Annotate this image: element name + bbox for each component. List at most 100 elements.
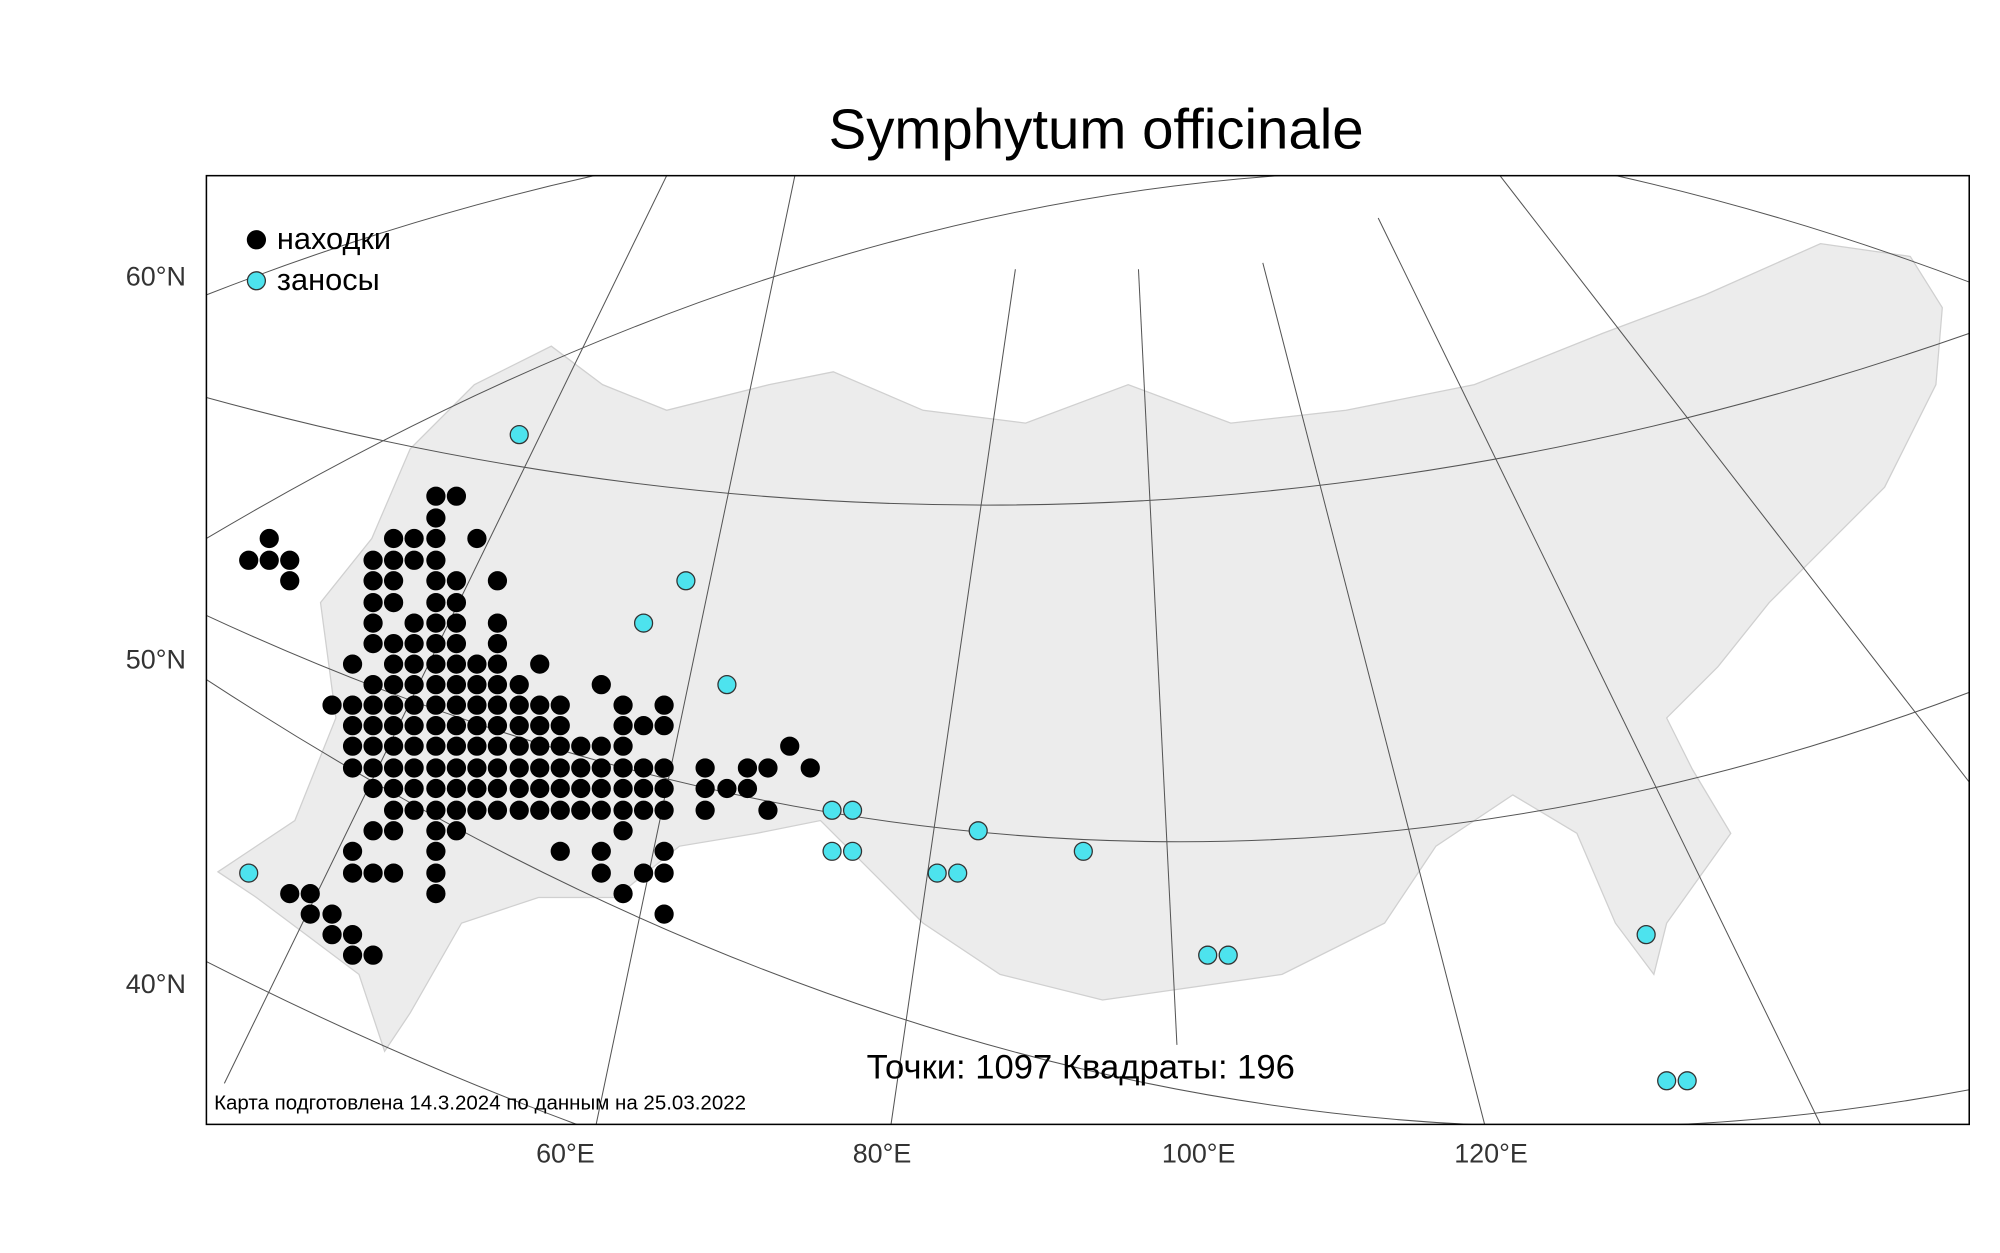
occurrence-point bbox=[487, 778, 508, 799]
occurrence-point bbox=[342, 736, 363, 756]
occurrence-point bbox=[758, 758, 778, 778]
occurrence-point bbox=[342, 945, 363, 965]
occurrence-point bbox=[363, 675, 383, 695]
occurrence-point bbox=[550, 716, 570, 736]
occurrence-point bbox=[280, 884, 300, 904]
occurrence-point bbox=[530, 778, 550, 799]
occurrence-point bbox=[530, 758, 550, 778]
meridian bbox=[1377, 217, 1821, 1125]
occurrence-point bbox=[363, 821, 383, 841]
occurrence-point bbox=[426, 800, 446, 820]
legend-swatch bbox=[246, 230, 267, 250]
occurrence-point bbox=[404, 778, 424, 799]
lon-label: 100°E bbox=[1162, 1138, 1236, 1168]
occurrence-point bbox=[322, 695, 342, 715]
occurrence-point bbox=[342, 716, 363, 736]
occurrence-point bbox=[571, 800, 591, 820]
occurrence-point bbox=[383, 528, 404, 549]
occurrence-point bbox=[467, 800, 487, 820]
occurrence-point bbox=[446, 592, 467, 613]
occurrence-point bbox=[550, 758, 570, 778]
occurrence-point bbox=[530, 800, 550, 820]
occurrence-point bbox=[654, 778, 674, 799]
occurrence-point bbox=[426, 841, 446, 861]
occurrence-point bbox=[467, 675, 487, 695]
occurrence-point bbox=[383, 634, 404, 654]
occurrence-point bbox=[654, 904, 674, 924]
occurrence-point bbox=[571, 758, 591, 778]
occurrence-point bbox=[948, 863, 968, 883]
occurrence-point bbox=[1657, 1071, 1677, 1091]
occurrence-point bbox=[654, 716, 674, 736]
occurrence-point bbox=[426, 613, 446, 633]
meridian bbox=[1262, 262, 1486, 1125]
occurrence-point bbox=[446, 695, 467, 715]
occurrence-point bbox=[426, 528, 446, 549]
occurrence-point bbox=[426, 695, 446, 715]
occurrence-point bbox=[571, 778, 591, 799]
lat-label: 50°N bbox=[126, 645, 186, 675]
occurrence-point bbox=[404, 675, 424, 695]
meridian bbox=[595, 175, 796, 1125]
occurrence-point bbox=[404, 716, 424, 736]
meridian bbox=[1499, 175, 1970, 783]
occurrence-point bbox=[426, 592, 446, 613]
occurrence-point bbox=[550, 695, 570, 715]
occurrence-point bbox=[404, 634, 424, 654]
occurrence-point bbox=[717, 675, 737, 695]
occurrence-point bbox=[363, 945, 383, 965]
occurrence-point bbox=[550, 778, 570, 799]
occurrence-point bbox=[446, 800, 467, 820]
occurrence-point bbox=[780, 736, 800, 756]
occurrence-point bbox=[509, 758, 529, 778]
occurrence-point bbox=[613, 736, 633, 756]
occurrence-point bbox=[591, 800, 611, 820]
occurrence-point bbox=[487, 654, 508, 674]
legend-swatch bbox=[246, 271, 267, 291]
legend-label: заносы bbox=[277, 262, 380, 297]
occurrence-point bbox=[404, 613, 424, 633]
occurrence-point bbox=[363, 716, 383, 736]
lon-label: 60°E bbox=[536, 1138, 595, 1168]
lat-label: 40°N bbox=[126, 969, 186, 999]
occurrence-point bbox=[383, 863, 404, 883]
occurrence-point bbox=[509, 695, 529, 715]
occurrence-point bbox=[654, 841, 674, 861]
occurrence-point bbox=[550, 736, 570, 756]
meridian bbox=[890, 269, 1016, 1125]
occurrence-point bbox=[383, 758, 404, 778]
occurrence-point bbox=[842, 841, 863, 861]
occurrence-point bbox=[426, 863, 446, 883]
occurrence-point bbox=[487, 800, 508, 820]
occurrence-point bbox=[467, 695, 487, 715]
occurrence-point bbox=[426, 508, 446, 528]
occurrence-point bbox=[404, 654, 424, 674]
occurrence-point bbox=[487, 736, 508, 756]
occurrence-point bbox=[591, 863, 611, 883]
occurrence-point bbox=[509, 675, 529, 695]
occurrence-point bbox=[633, 863, 654, 883]
occurrence-point bbox=[591, 778, 611, 799]
occurrence-point bbox=[383, 695, 404, 715]
occurrence-point bbox=[446, 758, 467, 778]
occurrence-point bbox=[695, 758, 715, 778]
occurrence-point bbox=[654, 863, 674, 883]
land bbox=[216, 242, 1943, 1053]
occurrence-point bbox=[613, 695, 633, 715]
occurrence-point bbox=[530, 716, 550, 736]
occurrence-point bbox=[426, 550, 446, 570]
occurrence-point bbox=[446, 778, 467, 799]
occurrence-point bbox=[530, 695, 550, 715]
occurrence-point bbox=[280, 550, 300, 570]
occurrence-point bbox=[927, 863, 947, 883]
occurrence-point bbox=[446, 716, 467, 736]
occurrence-point bbox=[342, 863, 363, 883]
occurrence-point bbox=[322, 925, 342, 945]
occurrence-point bbox=[613, 716, 633, 736]
occurrence-point bbox=[633, 778, 654, 799]
lon-label: 80°E bbox=[853, 1138, 912, 1168]
occurrence-point bbox=[404, 550, 424, 570]
occurrence-point bbox=[383, 675, 404, 695]
occurrence-point bbox=[404, 695, 424, 715]
occurrence-point bbox=[446, 736, 467, 756]
